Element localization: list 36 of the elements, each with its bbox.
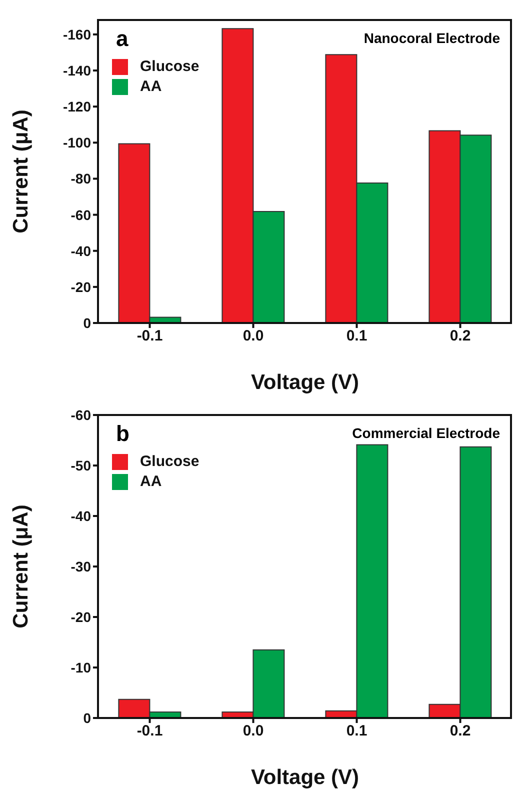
y-tick-label: -140 xyxy=(62,62,92,78)
y-tick-label: -60 xyxy=(70,406,92,423)
y-tick-label: -120 xyxy=(62,98,92,115)
x-tick-label: -0.1 xyxy=(136,328,163,345)
annotation: Nanocoral Electrode xyxy=(364,30,500,46)
legend-label: AA xyxy=(140,78,162,95)
y-tick-label: -10 xyxy=(70,659,92,676)
x-tick-label: 0.2 xyxy=(450,722,471,740)
y-tick-label: -160 xyxy=(62,26,92,42)
y-axis-title: Current (μA) xyxy=(9,110,32,234)
legend-label: Glucose xyxy=(140,453,200,470)
x-tick-label: 0.1 xyxy=(346,722,368,740)
y-tick-label: 0 xyxy=(83,710,92,726)
y-tick-label: -40 xyxy=(70,242,92,259)
y-tick-label: -20 xyxy=(70,608,92,625)
x-tick-label: 0.2 xyxy=(450,328,471,345)
x-tick-label: 0.0 xyxy=(242,722,264,740)
y-tick-label: -40 xyxy=(70,508,92,524)
annotation: a xyxy=(116,26,128,52)
y-axis-title: Current (μA) xyxy=(9,504,32,628)
y-tick-label: -20 xyxy=(70,278,92,295)
y-tick-label: -30 xyxy=(70,558,92,574)
x-tick-label: 0.0 xyxy=(242,328,264,345)
x-axis-title: Voltage (V) xyxy=(250,766,360,789)
y-tick-label: 0 xyxy=(83,314,92,331)
legend-label: AA xyxy=(140,473,162,490)
y-tick-label: -80 xyxy=(70,170,92,187)
y-tick-label: -60 xyxy=(70,206,92,223)
legend-label: Glucose xyxy=(140,58,200,75)
y-tick-label: -100 xyxy=(62,134,92,151)
y-tick-label: -50 xyxy=(70,457,92,474)
x-tick-label: 0.1 xyxy=(346,328,368,345)
annotation: b xyxy=(116,421,130,447)
annotation: Commercial Electrode xyxy=(352,425,500,441)
x-tick-label: -0.1 xyxy=(136,722,163,740)
x-axis-title: Voltage (V) xyxy=(250,371,360,394)
